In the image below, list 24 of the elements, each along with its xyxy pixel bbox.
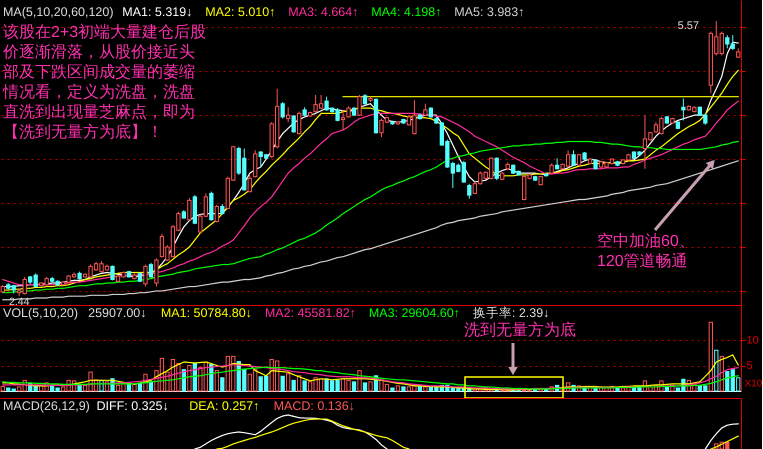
text: MA1: 50784.80↓ — [160, 306, 252, 320]
text: MA3: 4.664↑ — [288, 5, 358, 19]
y-tick-label: 5 — [746, 360, 753, 372]
annotation: 洗到无量方为底 — [464, 321, 576, 339]
annotation: 5.57 — [678, 20, 699, 32]
series-label: DEA: 0.257↑ — [189, 399, 260, 413]
text: MACD: 0.136↓ — [274, 399, 355, 413]
annotation: 换手率: 2.39↓ — [472, 305, 550, 320]
annotation: 该股在2+3初端大量建仓后股价逐渐滑落，从股价接近头部及下跌区间成交量的萎缩情况看，定义为洗盘，洗盘直洗到出现量芝麻点，即为【洗到无量方为底】！ — [2, 23, 206, 141]
annotation: 25907.00↓ — [88, 306, 147, 320]
text: MA1: 5.319↓ — [122, 5, 192, 19]
annotation: 空中加油60、120管道畅通 — [597, 232, 695, 270]
chart-title: VOL(5,10,20) — [3, 306, 78, 320]
text: MA2: 5.010↑ — [205, 5, 276, 19]
y-tick-label: 10 — [746, 334, 759, 347]
text: MA5: 3.983↑ — [454, 5, 524, 19]
y-axis-title: X10 — [744, 378, 763, 390]
text: MA4: 4.198↑ — [371, 5, 442, 19]
text: MA2: 45581.82↑ — [264, 306, 356, 320]
chart-title: MACD(26,12,9) — [3, 399, 90, 413]
chart-title: MA(5,10,20,60,120) — [3, 5, 114, 19]
text: DIFF: 0.325↓ — [96, 399, 169, 413]
annotation: 2.44 — [8, 296, 30, 308]
text: MA3: 29604.60↑ — [368, 306, 460, 320]
